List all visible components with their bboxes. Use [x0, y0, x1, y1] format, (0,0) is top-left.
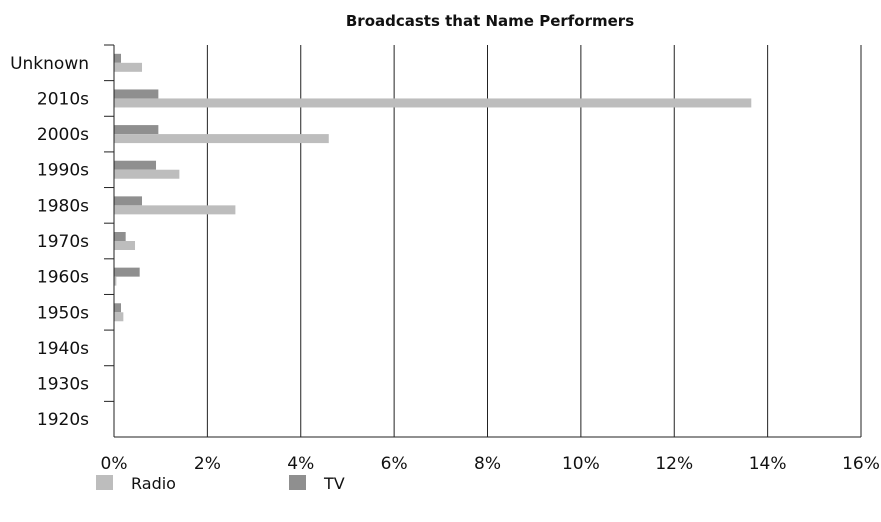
y-tick-label: 1970s — [37, 232, 89, 252]
bar-tv — [114, 89, 159, 99]
x-tick-label: 16% — [842, 454, 880, 474]
y-tick-label: 1980s — [37, 196, 89, 216]
y-tick-labels: 1920s 1930s 1940s 1950s 1960s 1970s 1980s 1990s… — [10, 54, 89, 430]
x-tick-labels: 0% 2% 4% 6% 8% 10% 12% 14% 16% — [101, 454, 880, 474]
legend-label-radio: Radio — [131, 474, 176, 493]
bar-radio — [114, 134, 329, 144]
legend: Radio TV — [96, 474, 345, 493]
x-tick-label: 14% — [749, 454, 787, 474]
x-tick-label: 12% — [655, 454, 693, 474]
bar-tv — [114, 196, 143, 206]
legend-swatch-tv — [289, 475, 306, 490]
bar-radio — [114, 98, 752, 108]
y-tick-label: 2010s — [37, 89, 89, 109]
y-tick-label: Unknown — [10, 54, 89, 74]
bar-radio — [114, 205, 236, 215]
x-tick-label: 4% — [287, 454, 314, 474]
bar-radio — [114, 241, 136, 250]
bar-tv — [114, 232, 126, 241]
x-tick-label: 6% — [381, 454, 408, 474]
x-tick-label: 0% — [101, 454, 128, 474]
y-tick-label: 2000s — [37, 125, 89, 145]
bar-radio — [114, 169, 180, 179]
legend-swatch-radio — [96, 475, 113, 490]
x-tick-label: 10% — [562, 454, 600, 474]
bars — [114, 53, 752, 322]
bar-tv — [114, 267, 140, 277]
bar-radio — [114, 276, 117, 286]
y-tick-label: 1950s — [37, 303, 89, 323]
bar-tv — [114, 303, 122, 313]
bar-tv — [114, 125, 159, 135]
legend-label-tv: TV — [323, 474, 345, 493]
bar-radio — [114, 312, 124, 322]
chart-title: Broadcasts that Name Performers — [346, 12, 634, 30]
bar-radio — [114, 62, 143, 72]
bar-tv — [114, 160, 157, 170]
x-tick-label: 8% — [474, 454, 501, 474]
gridlines — [206, 45, 862, 437]
y-tick-label: 1960s — [37, 268, 89, 288]
axes — [104, 44, 861, 438]
bar-tv — [114, 53, 122, 63]
x-tick-label: 2% — [194, 454, 221, 474]
y-tick-label: 1930s — [37, 375, 89, 395]
y-tick-label: 1940s — [37, 339, 89, 359]
y-tick-label: 1920s — [37, 410, 89, 430]
y-tick-label: 1990s — [37, 161, 89, 181]
